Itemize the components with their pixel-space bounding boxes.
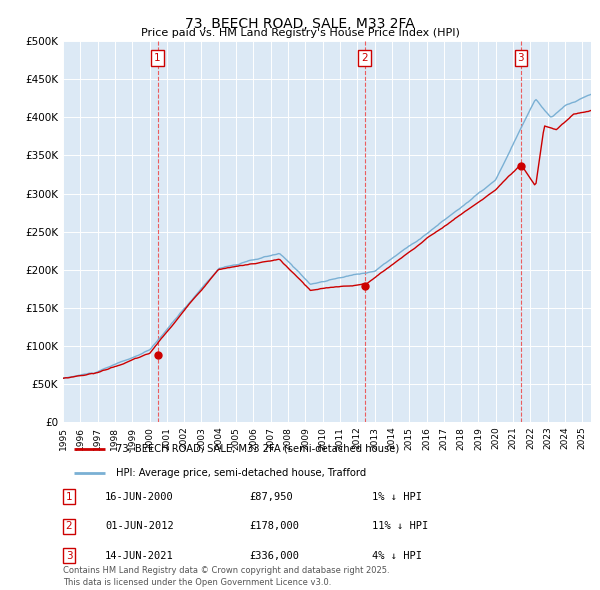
Text: Contains HM Land Registry data © Crown copyright and database right 2025.
This d: Contains HM Land Registry data © Crown c…: [63, 566, 389, 587]
Text: Price paid vs. HM Land Registry's House Price Index (HPI): Price paid vs. HM Land Registry's House …: [140, 28, 460, 38]
Text: 3: 3: [65, 551, 73, 560]
Text: 14-JUN-2021: 14-JUN-2021: [105, 551, 174, 560]
Text: £178,000: £178,000: [249, 522, 299, 531]
Text: 3: 3: [518, 53, 524, 63]
Text: 11% ↓ HPI: 11% ↓ HPI: [372, 522, 428, 531]
Text: 4% ↓ HPI: 4% ↓ HPI: [372, 551, 422, 560]
Text: 1: 1: [154, 53, 161, 63]
Text: 1: 1: [65, 492, 73, 502]
Text: £336,000: £336,000: [249, 551, 299, 560]
Text: 2: 2: [65, 522, 73, 531]
Text: 73, BEECH ROAD, SALE, M33 2FA: 73, BEECH ROAD, SALE, M33 2FA: [185, 17, 415, 31]
Text: 01-JUN-2012: 01-JUN-2012: [105, 522, 174, 531]
Text: 2: 2: [361, 53, 368, 63]
Text: 1% ↓ HPI: 1% ↓ HPI: [372, 492, 422, 502]
Text: 73, BEECH ROAD, SALE, M33 2FA (semi-detached house): 73, BEECH ROAD, SALE, M33 2FA (semi-deta…: [116, 444, 399, 454]
Text: £87,950: £87,950: [249, 492, 293, 502]
Text: HPI: Average price, semi-detached house, Trafford: HPI: Average price, semi-detached house,…: [116, 468, 366, 478]
Text: 16-JUN-2000: 16-JUN-2000: [105, 492, 174, 502]
